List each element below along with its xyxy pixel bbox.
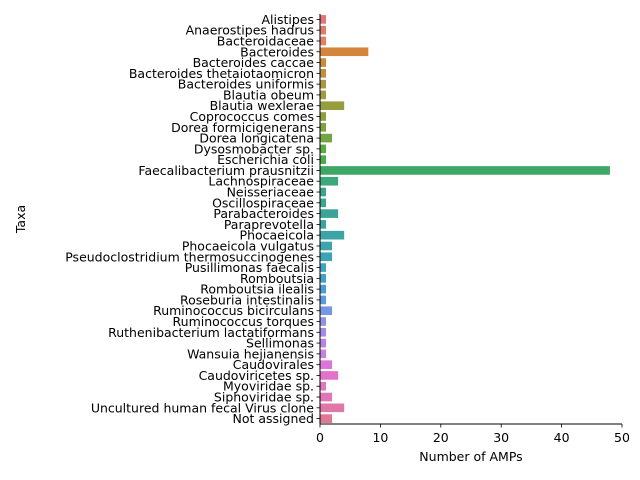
bar	[320, 69, 327, 78]
bar	[320, 36, 327, 46]
y-tick-label: Dorea formicigenerans	[171, 120, 314, 135]
y-tick-label: Not assigned	[232, 411, 314, 426]
y-tick-label: Romboutsia	[240, 271, 314, 286]
y-tick-label: Escherichia coli	[217, 152, 314, 167]
bar	[320, 47, 369, 57]
y-tick-label: Coprococcus comes	[190, 109, 314, 124]
bar	[320, 122, 327, 132]
bar	[320, 241, 333, 251]
y-tick-label: Phocaeicola	[240, 228, 314, 243]
y-tick-label: Paraprevotella	[224, 217, 314, 232]
y-tick-label: Bacteroides	[240, 44, 314, 59]
y-tick-label: Blautia obeum	[223, 87, 314, 102]
bar	[320, 371, 339, 380]
bar	[320, 133, 333, 143]
bar	[320, 176, 339, 186]
bar	[320, 58, 327, 67]
y-tick-label: Neisseriaceae	[227, 185, 315, 200]
bar	[320, 198, 327, 208]
y-tick-label: Bacteroides thetaiotaomicron	[129, 66, 314, 81]
y-tick-label: Wansuia hejianensis	[187, 346, 314, 361]
x-tick-label: 30	[493, 430, 509, 445]
x-tick-label: 20	[433, 430, 449, 445]
y-tick-label: Lachnospiraceae	[208, 174, 314, 189]
y-tick-label: Faecalibacterium prausnitzii	[138, 163, 314, 178]
y-tick-label: Caudoviricetes sp.	[199, 368, 314, 383]
bar	[320, 381, 327, 391]
y-tick-label: Pseudoclostridium thermosuccinogenes	[65, 249, 314, 264]
bar	[320, 187, 327, 197]
bar	[320, 338, 327, 348]
bar	[320, 144, 327, 154]
bar	[320, 317, 327, 326]
y-tick-label: Bacteroides caccae	[193, 55, 315, 70]
y-axis-title: Taxa	[13, 205, 28, 234]
y-tick-label: Siphoviridae sp.	[214, 390, 314, 405]
bar	[320, 90, 327, 100]
x-tick-label: 40	[554, 430, 570, 445]
bar	[320, 220, 327, 229]
y-tick-label: Dysosmobacter sp.	[194, 141, 314, 156]
bar	[320, 166, 610, 175]
bar	[320, 284, 327, 294]
y-tick-label: Myoviridae sp.	[223, 379, 314, 394]
y-tick-label: Alistipes	[261, 12, 314, 27]
y-tick-label: Pusillimonas faecalis	[185, 260, 314, 275]
y-tick-label: Oscillospiraceae	[212, 195, 314, 210]
y-tick-label: Roseburia intestinalis	[180, 292, 314, 307]
y-tick-label: Blautia wexlerae	[210, 98, 315, 113]
x-tick-label: 50	[614, 430, 630, 445]
y-tick-label: Sellimonas	[246, 336, 314, 351]
bar	[320, 403, 345, 413]
bar	[320, 155, 327, 164]
bar	[320, 263, 327, 272]
y-tick-label: Anaerostipes hadrus	[186, 23, 314, 38]
bar	[320, 274, 327, 283]
y-tick-label: Bacteroides uniformis	[178, 77, 314, 92]
bar	[320, 360, 333, 369]
y-tick-label: Ruminococcus torques	[173, 314, 314, 329]
x-tick-label: 0	[316, 430, 324, 445]
x-tick-label: 10	[372, 430, 388, 445]
bar	[320, 349, 327, 359]
y-tick-label: Romboutsia ilealis	[200, 282, 314, 297]
y-tick-label: Parabacteroides	[213, 206, 314, 221]
bar	[320, 252, 333, 262]
y-tick-label: Ruminococcus bicirculans	[153, 303, 314, 318]
bar	[320, 414, 333, 423]
bar	[320, 101, 345, 111]
bar	[320, 209, 339, 218]
y-tick-label: Dorea longicatena	[199, 131, 314, 146]
bar	[320, 112, 327, 121]
bar	[320, 306, 333, 316]
bar	[320, 25, 327, 35]
bars-group	[320, 15, 610, 423]
y-tick-label: Phocaeicola vulgatus	[182, 238, 314, 253]
bar	[320, 295, 327, 305]
y-tick-label: Ruthenibacterium lactatiformans	[108, 325, 314, 340]
bar	[320, 327, 327, 337]
bar	[320, 15, 327, 24]
x-tick-group: 0 10 20 30 40 50	[316, 424, 630, 445]
x-axis-title: Number of AMPs	[419, 449, 522, 464]
bar	[320, 230, 345, 240]
y-tick-label: Bacteroidaceae	[217, 33, 315, 48]
y-tick-label: Caudovirales	[233, 357, 314, 372]
bar	[320, 79, 327, 89]
y-tick-label: Uncultured human fecal Virus clone	[91, 400, 314, 415]
bar	[320, 392, 333, 402]
